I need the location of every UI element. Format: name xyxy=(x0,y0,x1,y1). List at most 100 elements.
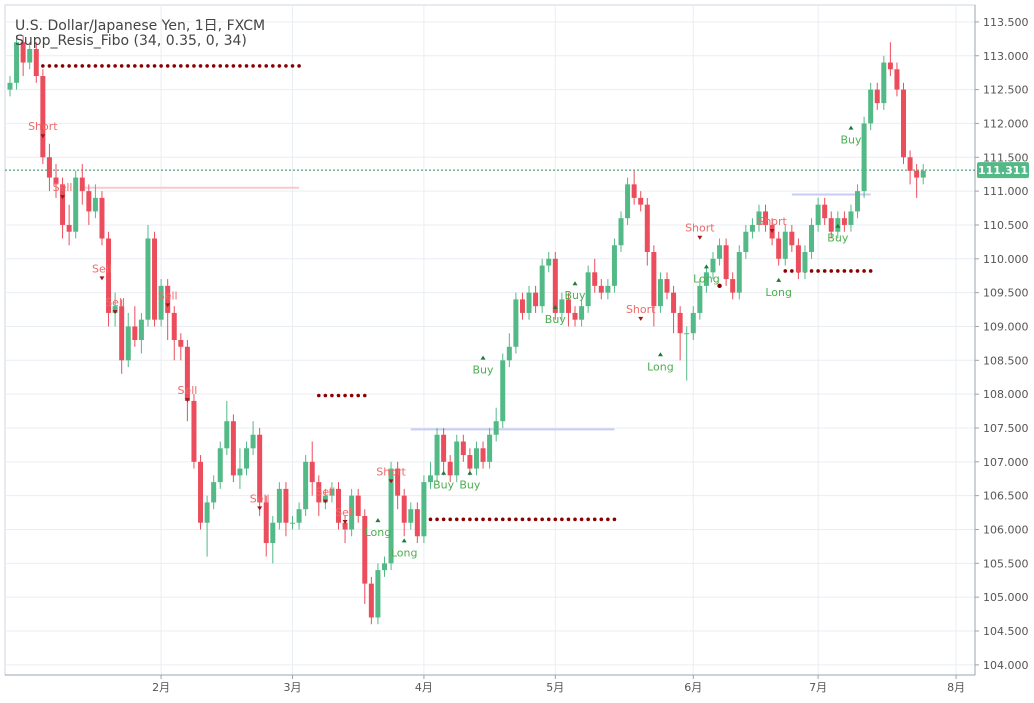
y-tick-label: 110.000 xyxy=(983,253,1029,266)
candle xyxy=(165,279,171,340)
y-tick-label: 104.000 xyxy=(983,659,1029,672)
candle xyxy=(723,238,729,286)
level-dot xyxy=(435,517,439,522)
candle-body xyxy=(441,434,447,462)
level-dot xyxy=(244,64,249,68)
signal-marker: Short xyxy=(685,222,715,240)
candle xyxy=(434,427,440,483)
signal-arrow xyxy=(441,470,447,475)
level-dot xyxy=(93,64,98,68)
candle-body xyxy=(539,265,545,307)
current-price-tag xyxy=(977,162,1029,179)
candle xyxy=(907,150,913,185)
candle-body xyxy=(263,502,269,544)
x-tick-label: 6月 xyxy=(684,681,702,694)
level-dot xyxy=(290,64,295,68)
signal-marker: Buy xyxy=(565,281,586,302)
y-tick-label: 110.500 xyxy=(983,219,1029,232)
candle-body xyxy=(717,245,723,259)
y-tick-label: 111.500 xyxy=(983,151,1029,164)
candle xyxy=(855,184,861,219)
level-dot xyxy=(277,64,282,68)
candle xyxy=(552,252,558,320)
level-dot xyxy=(60,64,65,68)
y-tick-label: 107.500 xyxy=(983,422,1029,435)
plot-area xyxy=(4,4,976,676)
candle-body xyxy=(730,279,736,293)
candle-body xyxy=(638,197,644,205)
signal-marker: Short xyxy=(757,215,788,233)
candle-body xyxy=(283,488,289,523)
candle-body xyxy=(802,252,808,273)
level-dot xyxy=(560,517,564,522)
candle-body xyxy=(822,204,828,219)
candle xyxy=(132,306,138,347)
candle xyxy=(198,455,204,530)
candle xyxy=(625,177,631,225)
candle-body xyxy=(7,82,13,90)
candle-body xyxy=(184,346,190,401)
candle-body xyxy=(473,448,479,469)
candle-body xyxy=(368,583,374,618)
signal-marker: Long xyxy=(391,538,418,559)
candle-body xyxy=(138,319,144,340)
signal-label: Buy xyxy=(473,364,495,377)
candle xyxy=(795,238,801,280)
level-dot xyxy=(487,517,492,522)
signal-arrow xyxy=(697,235,703,240)
level-dot xyxy=(790,269,794,273)
candle xyxy=(756,204,762,232)
level-dot xyxy=(159,64,163,68)
candle-body xyxy=(848,211,854,225)
level-dot xyxy=(133,64,137,68)
candle xyxy=(204,495,210,557)
candle xyxy=(66,204,72,246)
candle xyxy=(14,35,20,90)
candle-body xyxy=(204,502,210,523)
y-tick-label: 106.500 xyxy=(983,490,1029,503)
signal-arrow xyxy=(657,352,663,357)
candle xyxy=(375,563,381,625)
candle-body xyxy=(66,224,72,232)
signal-arrow xyxy=(572,281,578,286)
candle-body xyxy=(809,224,815,253)
level-dot xyxy=(179,64,183,68)
candle-body xyxy=(217,448,223,483)
level-dot xyxy=(809,269,814,273)
candle xyxy=(276,482,282,530)
level-dot xyxy=(599,517,604,522)
chart-title: U.S. Dollar/Japanese Yen, 1日, FXCM xyxy=(15,18,266,34)
candle-body xyxy=(112,306,118,313)
level-dot xyxy=(474,517,479,522)
candle xyxy=(427,461,433,489)
signal-label: Buy xyxy=(827,232,849,245)
candle xyxy=(460,434,466,462)
candle-body xyxy=(914,170,920,178)
candle-body xyxy=(651,252,657,307)
signal-label: Sell xyxy=(177,384,197,397)
candle-body xyxy=(579,306,585,320)
candle-body xyxy=(237,468,243,476)
candle-body xyxy=(467,455,473,469)
candle-body xyxy=(657,279,663,307)
level-dot xyxy=(454,517,459,522)
level-dot xyxy=(218,64,223,68)
candle xyxy=(749,218,755,239)
candle-body xyxy=(605,285,611,293)
signal-label: Sell xyxy=(250,492,270,505)
candle-body xyxy=(191,400,197,462)
candle xyxy=(112,292,118,327)
candle xyxy=(283,482,289,537)
signal-label: Short xyxy=(757,215,787,228)
candle xyxy=(789,224,795,253)
level-dot xyxy=(271,64,275,68)
candle-body xyxy=(375,570,381,618)
y-tick-label: 112.500 xyxy=(983,84,1029,97)
y-tick-label: 104.500 xyxy=(983,625,1029,638)
candle-body xyxy=(171,312,177,340)
signal-arrow xyxy=(60,195,66,200)
candle xyxy=(605,279,611,300)
candle-body xyxy=(165,285,171,313)
